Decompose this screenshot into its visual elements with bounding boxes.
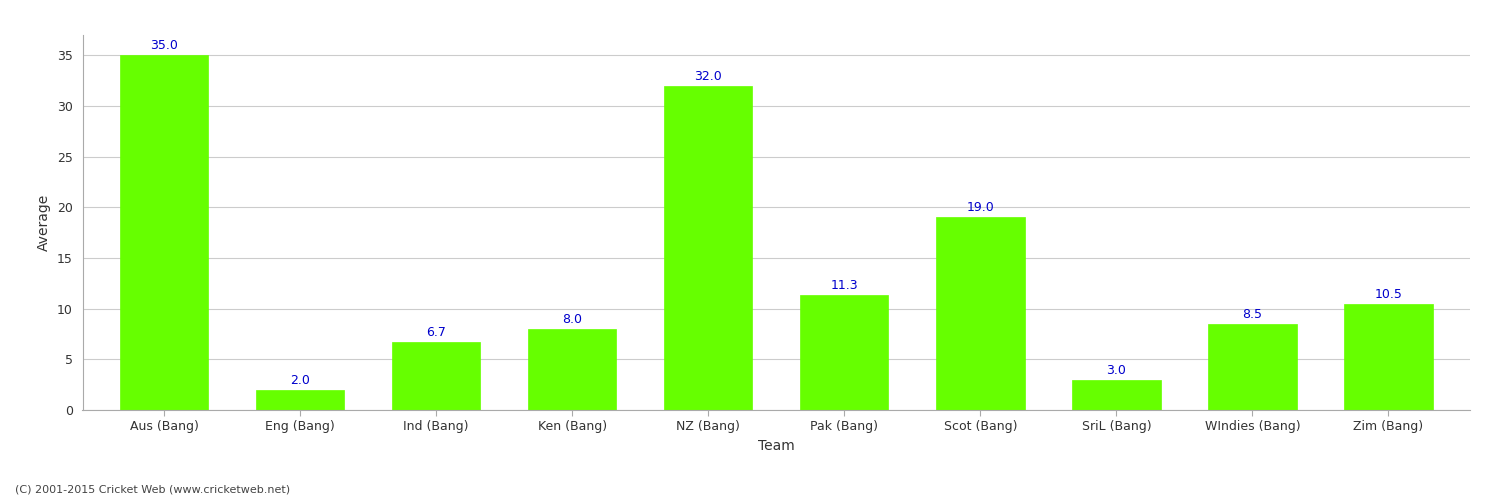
Bar	[256, 390, 345, 410]
Bar	[664, 86, 753, 410]
Text: 19.0: 19.0	[966, 202, 994, 214]
Text: 10.5: 10.5	[1374, 288, 1402, 300]
Bar	[1344, 304, 1432, 410]
Bar	[392, 342, 480, 410]
Bar	[800, 296, 888, 410]
Text: 6.7: 6.7	[426, 326, 445, 339]
Text: 2.0: 2.0	[290, 374, 310, 386]
Text: 35.0: 35.0	[150, 39, 178, 52]
Bar	[1208, 324, 1296, 410]
Text: 8.0: 8.0	[562, 313, 582, 326]
Text: 11.3: 11.3	[831, 280, 858, 292]
Text: 32.0: 32.0	[694, 70, 721, 82]
Y-axis label: Average: Average	[38, 194, 51, 251]
Bar	[120, 56, 208, 410]
Bar	[1072, 380, 1161, 410]
Bar	[528, 329, 616, 410]
Bar	[936, 218, 1024, 410]
Text: 3.0: 3.0	[1107, 364, 1126, 376]
Text: 8.5: 8.5	[1242, 308, 1263, 321]
Text: (C) 2001-2015 Cricket Web (www.cricketweb.net): (C) 2001-2015 Cricket Web (www.cricketwe…	[15, 485, 290, 495]
X-axis label: Team: Team	[758, 439, 795, 453]
